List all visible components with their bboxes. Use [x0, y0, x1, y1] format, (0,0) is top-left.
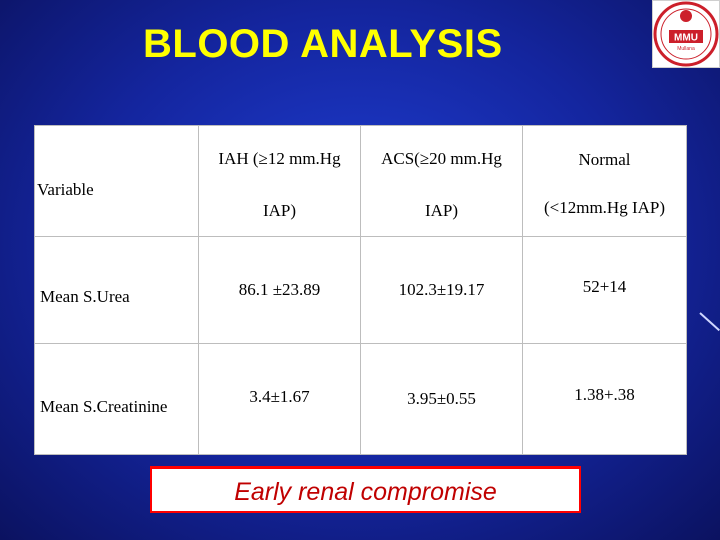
table-cell: 1.38+.38 [522, 343, 687, 455]
cell-value: 3.95±0.55 [407, 389, 476, 408]
cell-value: 102.3±19.17 [398, 280, 485, 299]
logo-subtext: Mullana [677, 46, 695, 52]
row-label-cell: Mean S.Urea [34, 236, 199, 344]
table-cell: 3.95±0.55 [360, 343, 523, 455]
logo-text: MMU [674, 33, 698, 44]
column-header-bottom: (<12mm.Hg IAP) [543, 198, 666, 217]
slide-title: BLOOD ANALYSIS [143, 22, 503, 66]
cell-value: 52+14 [582, 277, 627, 296]
mmu-logo: MMU Mullana [652, 0, 720, 68]
banner-panel: Early renal compromise [152, 469, 579, 511]
cell-value: 86.1 ±23.89 [238, 280, 321, 299]
table-cell: 102.3±19.17 [360, 236, 523, 344]
table-header-row: Variable IAH (≥12 mm.Hg IAP) ACS(≥20 mm.… [34, 125, 687, 237]
banner-text: Early renal compromise [234, 478, 497, 506]
table-row: Mean S.Creatinine 3.4±1.67 3.95±0.55 1.3… [34, 343, 687, 455]
row-label-cell: Mean S.Creatinine [34, 343, 199, 455]
table-cell: 3.4±1.67 [198, 343, 361, 455]
row-label: Mean S.Creatinine [40, 397, 168, 416]
column-header-iah: IAH (≥12 mm.Hg IAP) [198, 125, 361, 237]
decorative-line [699, 312, 720, 332]
cell-value: 1.38+.38 [574, 385, 635, 404]
column-header-bottom: IAP) [424, 201, 459, 220]
table-row: Mean S.Urea 86.1 ±23.89 102.3±19.17 52+1… [34, 236, 687, 344]
cell-value: 3.4±1.67 [249, 387, 310, 406]
variable-header-cell: Variable [34, 125, 199, 237]
column-header-normal: Normal (<12mm.Hg IAP) [522, 125, 687, 237]
column-header-top: Normal [578, 150, 631, 169]
blood-analysis-table: Variable IAH (≥12 mm.Hg IAP) ACS(≥20 mm.… [34, 125, 687, 455]
column-header-acs: ACS(≥20 mm.Hg IAP) [360, 125, 523, 237]
variable-header: Variable [37, 180, 94, 199]
column-header-bottom: IAP) [262, 201, 297, 220]
table-cell: 52+14 [522, 236, 687, 344]
conclusion-banner: Early renal compromise [150, 466, 581, 513]
university-seal-icon: MMU Mullana [653, 1, 719, 67]
column-header-top: IAH (≥12 mm.Hg [218, 149, 341, 168]
table-cell: 86.1 ±23.89 [198, 236, 361, 344]
row-label: Mean S.Urea [40, 287, 130, 306]
column-header-top: ACS(≥20 mm.Hg [381, 149, 502, 168]
